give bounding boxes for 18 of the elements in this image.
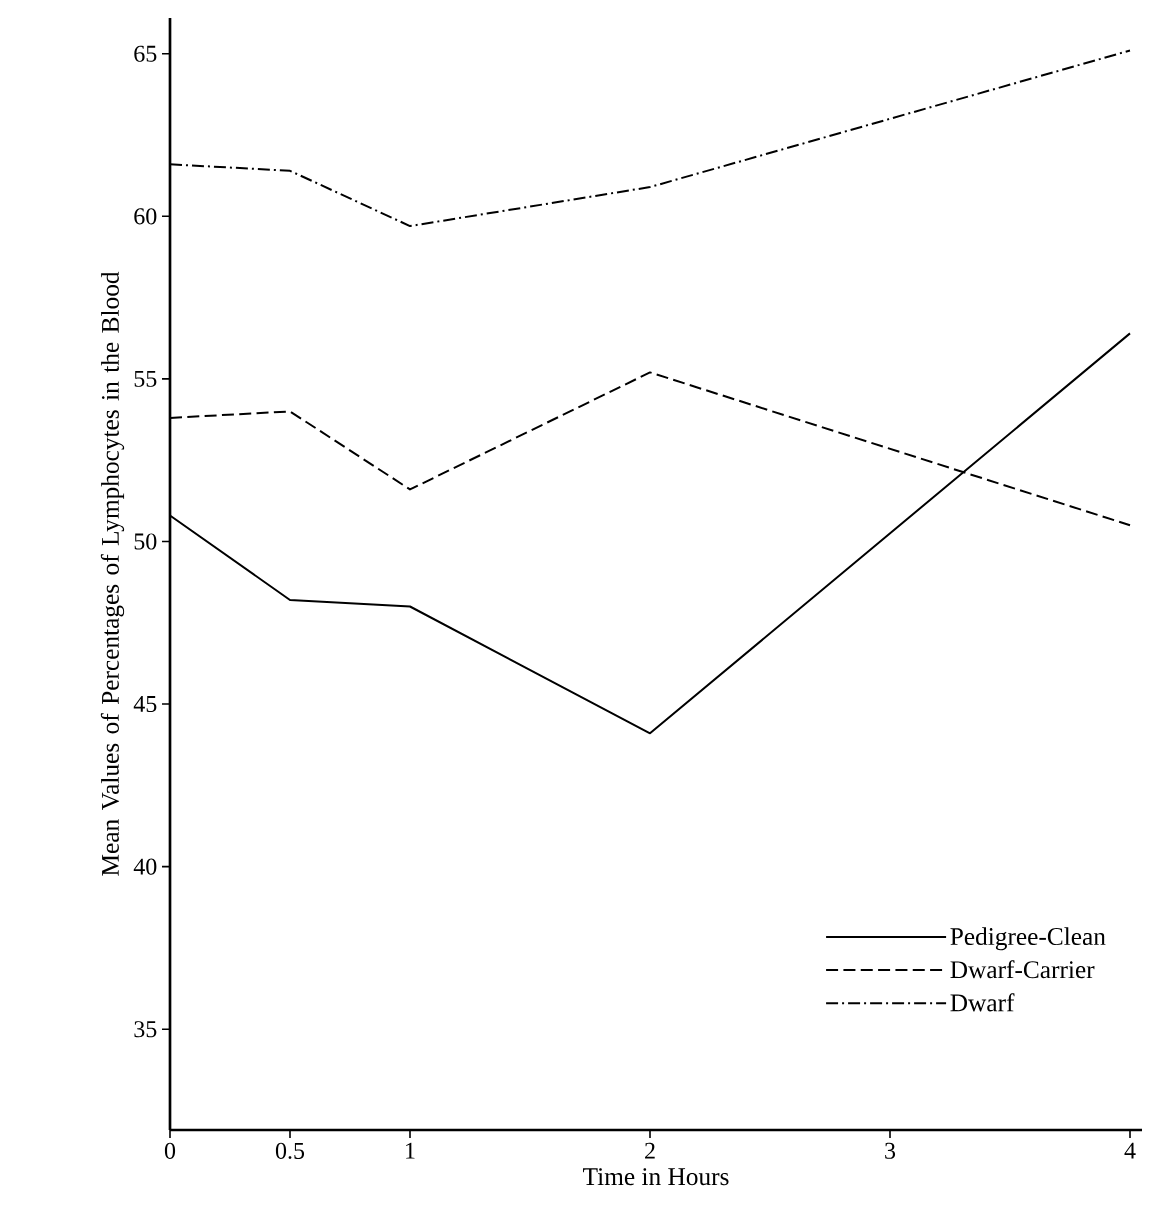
legend-label: Pedigree-Clean bbox=[950, 927, 1106, 951]
y-tick-label: 55 bbox=[134, 370, 157, 387]
x-tick-label: 0 bbox=[164, 1142, 176, 1159]
y-tick-label: 40 bbox=[133, 858, 157, 875]
x-tick-label: 2 bbox=[645, 1142, 655, 1159]
y-tick-label: 45 bbox=[133, 696, 157, 713]
x-tick-label: 3 bbox=[885, 1142, 896, 1159]
x-axis-title: Time in Hours bbox=[583, 1168, 729, 1186]
y-tick-label: 60 bbox=[134, 208, 157, 225]
y-tick-label: 50 bbox=[134, 533, 157, 550]
legend-label: Dwarf bbox=[950, 993, 1015, 1012]
y-tick-label: 35 bbox=[134, 1021, 157, 1038]
legend-label: Dwarf-Carrier bbox=[950, 960, 1095, 979]
y-tick-label: 65 bbox=[134, 45, 157, 62]
y-axis-title: Mean Values of Percentages of Lymphocytes in the Blood bbox=[100, 271, 125, 876]
x-tick-label: 1 bbox=[406, 1142, 415, 1159]
x-tick-label: 4 bbox=[1124, 1142, 1136, 1159]
x-tick-label: 0.5 bbox=[275, 1142, 305, 1160]
